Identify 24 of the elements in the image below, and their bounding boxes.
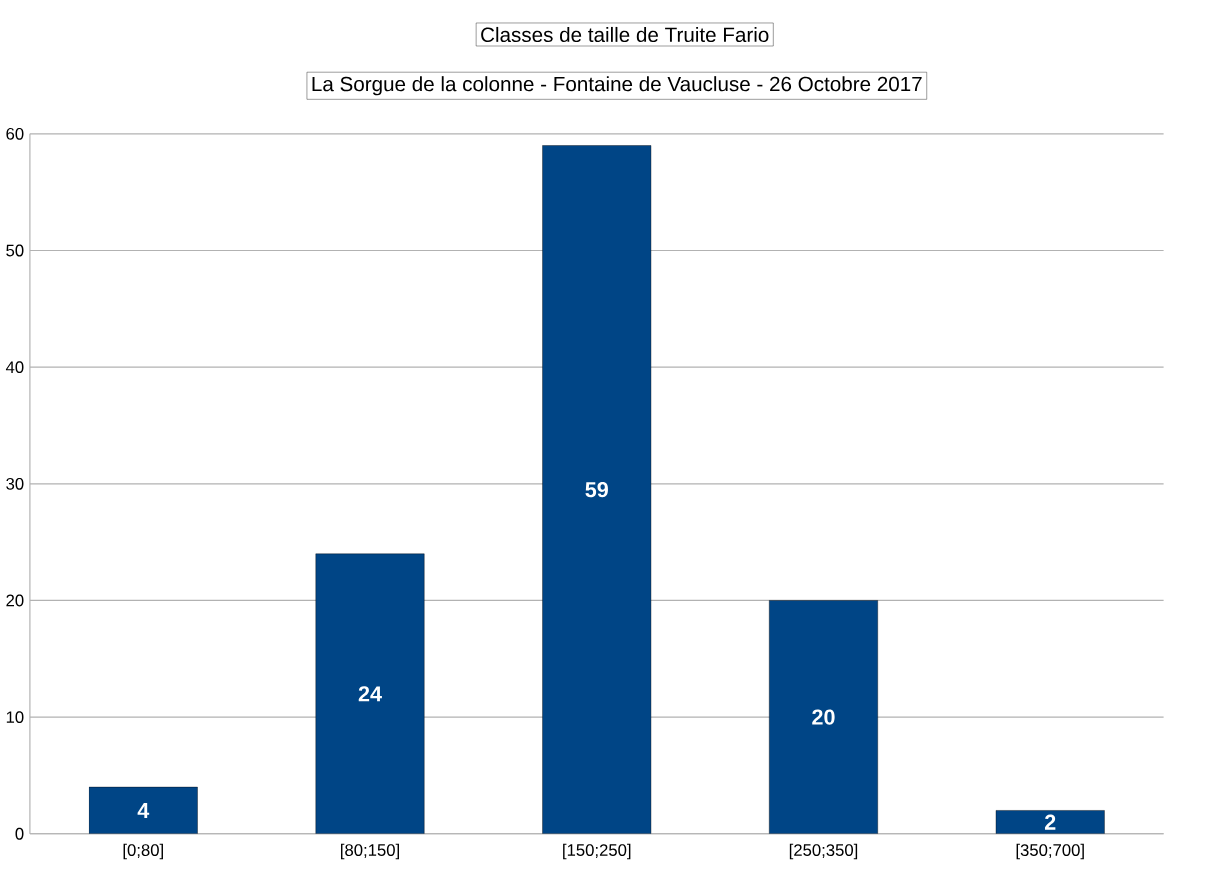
x-tick-label: [350;700]	[1016, 843, 1084, 860]
data-label: 2	[1044, 814, 1056, 830]
bar	[542, 145, 652, 834]
bar	[995, 810, 1105, 834]
chart-subtitle: La Sorgue de la colonne - Fontaine de Vaucluse - 26 Octobre 2017	[312, 76, 922, 96]
data-label: 59	[585, 481, 608, 498]
data-label: 4	[137, 802, 150, 818]
x-tick-label: [80;150]	[341, 843, 399, 860]
data-label: 20	[812, 709, 835, 725]
chart-title: Classes de taille de Truite Fario	[481, 26, 769, 42]
data-label: 24	[358, 686, 382, 702]
y-tick-label: 20	[6, 594, 24, 607]
x-tick-label: [0;80]	[123, 843, 163, 860]
y-tick-label: 50	[6, 244, 24, 257]
y-tick-label: 40	[5, 361, 24, 373]
bar	[769, 600, 878, 834]
bar	[315, 553, 425, 834]
x-tick-label: [150;250]	[563, 843, 631, 860]
y-tick-label: 60	[6, 127, 24, 140]
y-tick-label: 0	[15, 827, 24, 840]
x-tick-label: [250;350]	[789, 843, 858, 860]
y-tick-label: 10	[6, 711, 24, 723]
y-tick-label: 30	[6, 477, 24, 490]
bar	[88, 786, 198, 834]
